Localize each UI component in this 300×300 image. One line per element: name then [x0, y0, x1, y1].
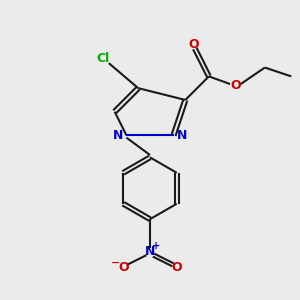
Text: −: −: [111, 257, 120, 268]
Text: O: O: [171, 261, 182, 274]
Text: N: N: [113, 129, 123, 142]
Text: Cl: Cl: [96, 52, 110, 65]
Text: O: O: [230, 79, 241, 92]
Text: N: N: [145, 245, 155, 258]
Text: O: O: [189, 38, 200, 50]
Text: +: +: [152, 241, 160, 251]
Text: N: N: [177, 129, 187, 142]
Text: O: O: [118, 261, 129, 274]
